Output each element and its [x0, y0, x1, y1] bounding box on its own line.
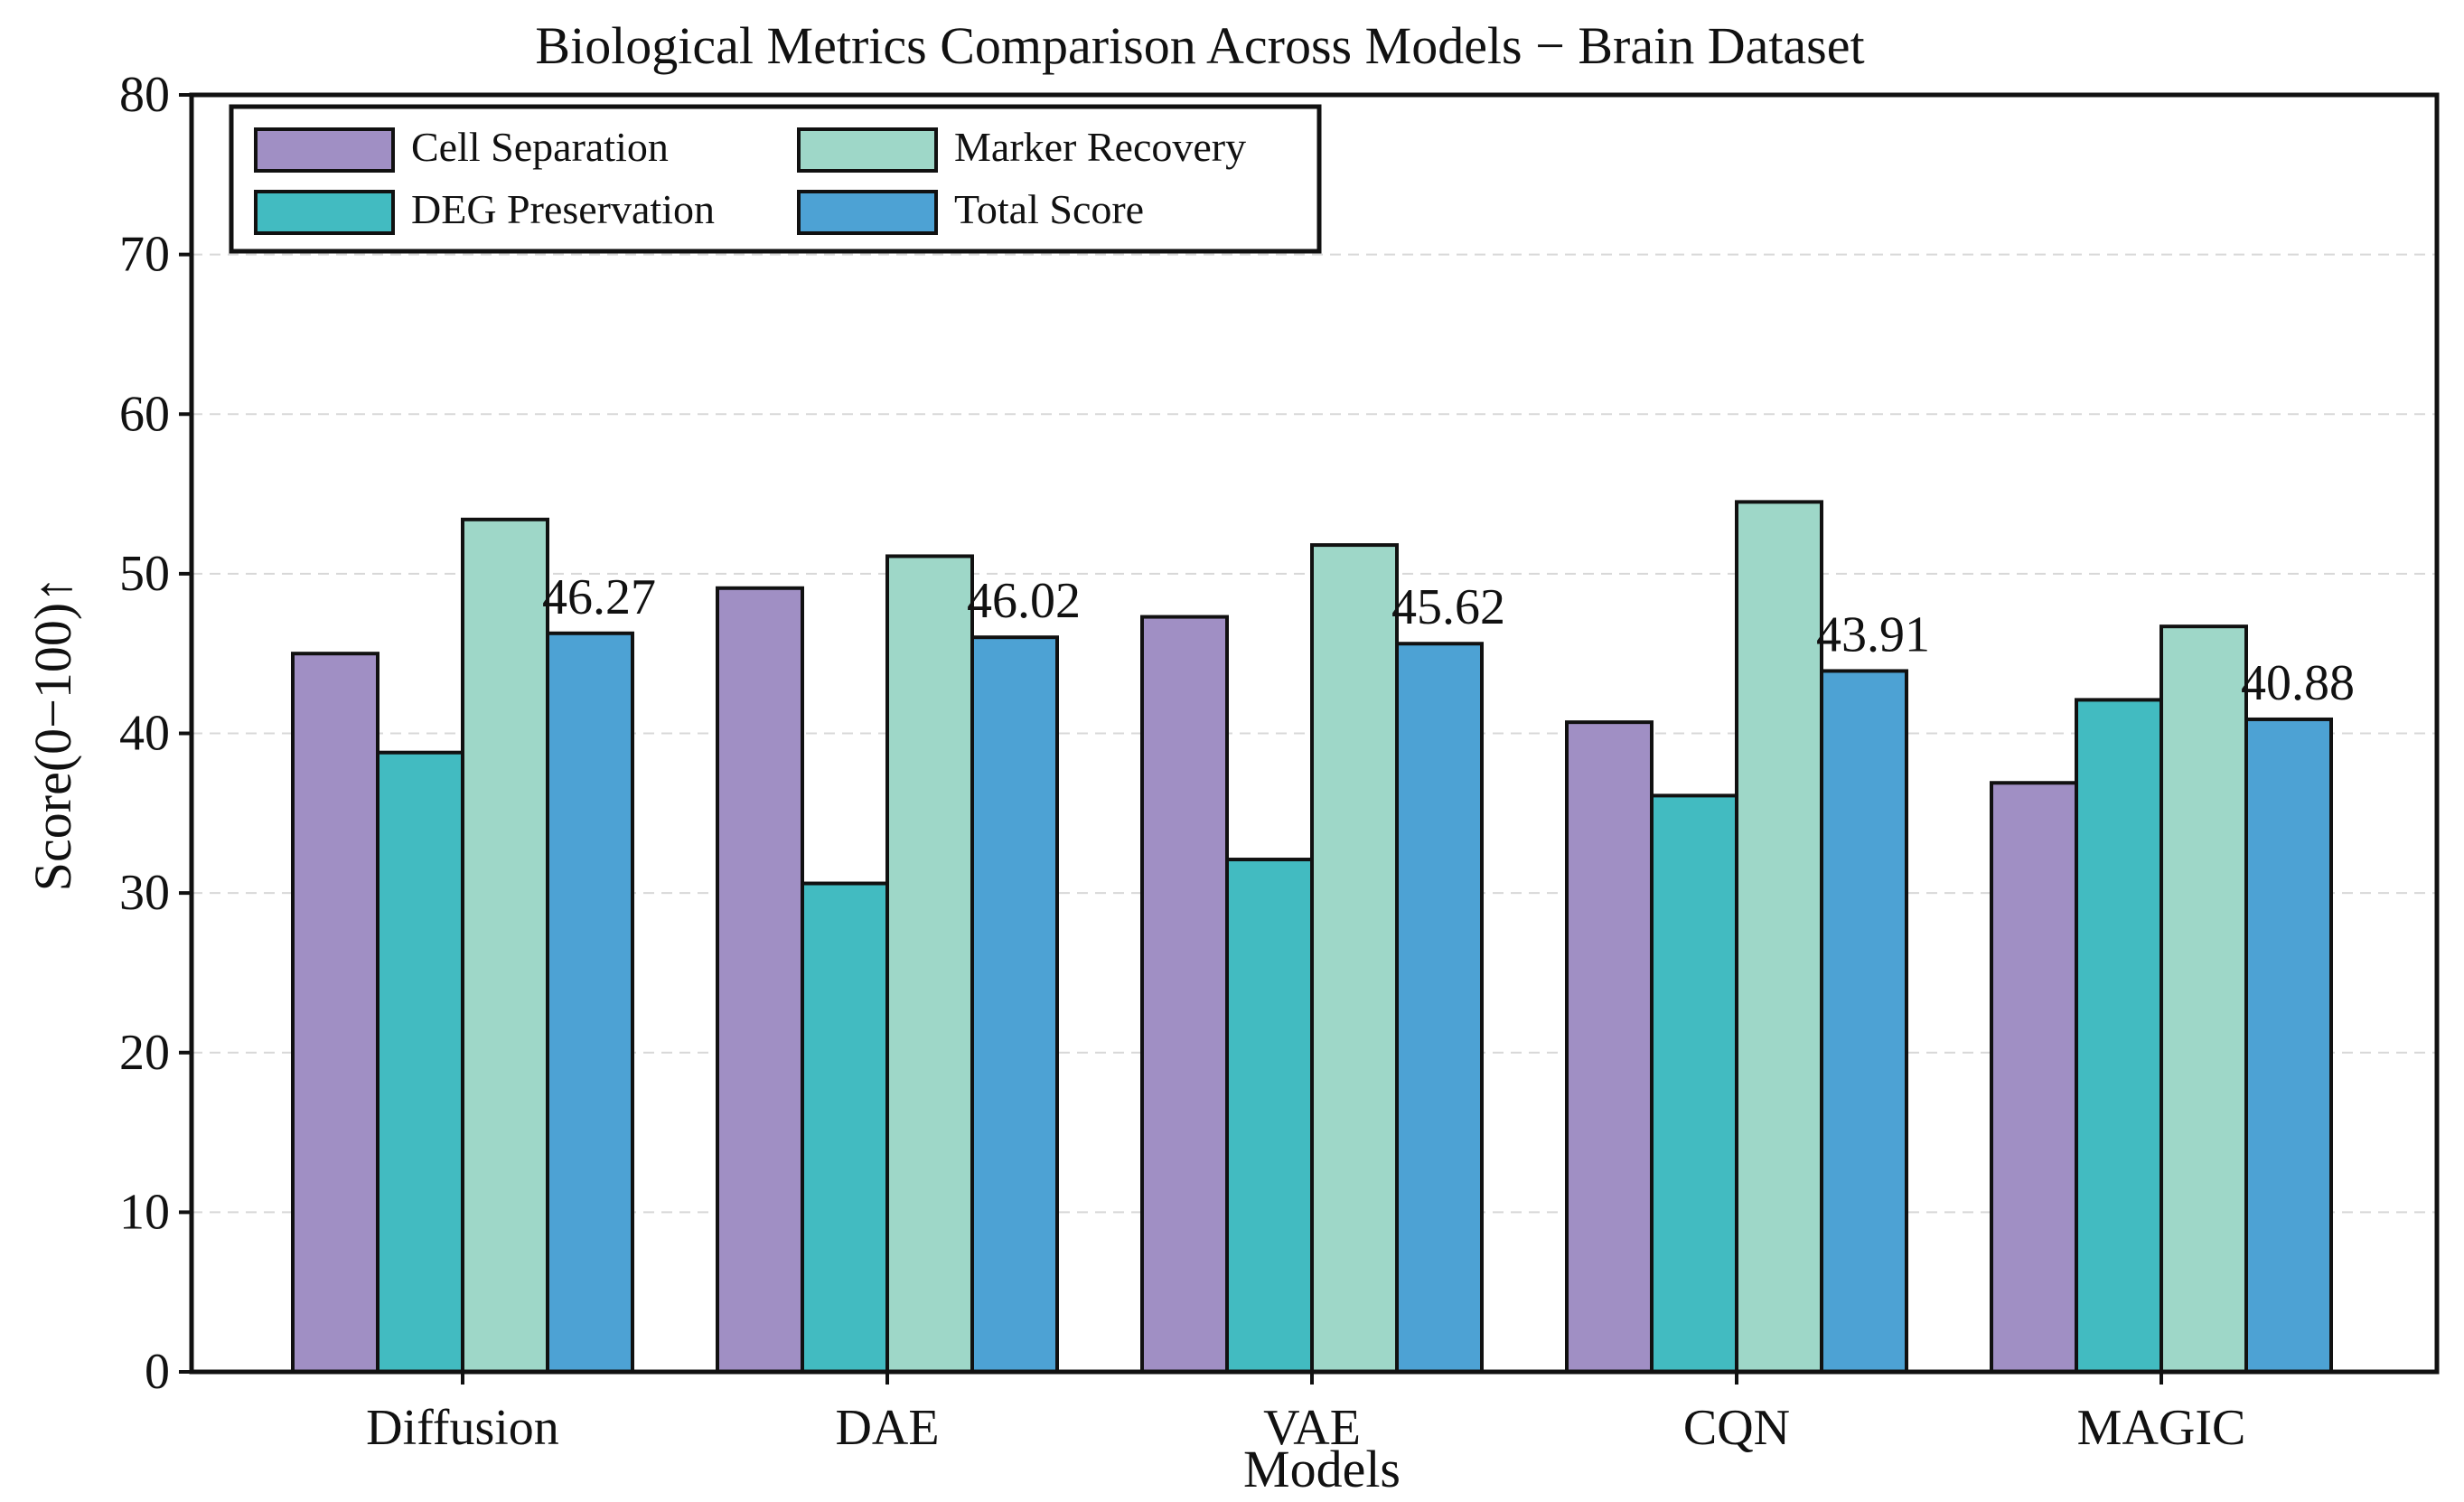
y-tick-label: 80: [119, 67, 170, 123]
bar-marker-recovery: [885, 554, 974, 1374]
bar-total-score: [970, 635, 1059, 1374]
y-tick-label: 20: [119, 1025, 170, 1081]
x-tick-label: Diffusion: [366, 1400, 559, 1456]
bar-total-score: [2244, 717, 2333, 1374]
legend-frame: [229, 104, 1322, 254]
y-tick-label: 70: [119, 227, 170, 283]
legend-label: DEG Preservation: [411, 186, 715, 232]
value-label: 43.91: [1816, 606, 1930, 662]
y-tick-label: 50: [119, 546, 170, 602]
bar-deg-preservation: [801, 881, 889, 1374]
bar-total-score: [546, 631, 634, 1374]
x-tick-label: VAE: [1263, 1400, 1361, 1456]
x-tick-label: MAGIC: [2077, 1400, 2246, 1456]
bar-deg-preservation: [1650, 793, 1738, 1374]
legend-swatch: [254, 127, 395, 173]
legend-swatch: [797, 127, 938, 173]
bar-cell-separation: [291, 652, 379, 1374]
value-label: 46.02: [967, 573, 1081, 629]
bars: [291, 500, 2333, 1374]
legend-label: Marker Recovery: [954, 124, 1246, 170]
bar-marker-recovery: [2160, 624, 2248, 1374]
value-label: 46.27: [542, 569, 656, 625]
axis-ticks: 0 10 20 30 40 50 60 70 80 Diffusion DAE VAE CQN MAGIC: [119, 67, 2245, 1456]
y-tick-label: 30: [119, 865, 170, 921]
bar-cell-separation: [1565, 720, 1654, 1374]
bar-marker-recovery: [1310, 543, 1399, 1374]
x-tick-label: CQN: [1683, 1400, 1790, 1456]
bar-marker-recovery: [1735, 500, 1823, 1374]
legend: Cell Separation DEG Preservation Marker Re…: [229, 104, 1322, 254]
bar-deg-preservation: [376, 750, 464, 1374]
x-axis-label: Models: [1243, 1440, 1401, 1498]
bar-total-score: [1820, 669, 1908, 1374]
y-tick-label: 60: [119, 386, 170, 442]
bar-marker-recovery: [461, 517, 549, 1374]
bar-cell-separation: [1140, 615, 1229, 1374]
legend-swatch: [797, 190, 938, 235]
chart-title: Biological Metrics Comparison Across Mod…: [535, 16, 1864, 75]
y-tick-label: 40: [119, 706, 170, 762]
bar-deg-preservation: [2075, 698, 2163, 1374]
bar-cell-separation: [1990, 781, 2078, 1374]
y-axis-label: Score(0−100)↑: [23, 577, 82, 891]
y-tick-label: 10: [119, 1184, 170, 1240]
legend-swatch: [254, 190, 395, 235]
bar-total-score: [1395, 642, 1484, 1374]
value-labels: 46.27 46.02 45.62 43.91 40.88: [542, 569, 2355, 711]
legend-label: Total Score: [954, 186, 1144, 232]
value-label: 40.88: [2241, 655, 2355, 711]
bar-deg-preservation: [1225, 858, 1314, 1374]
x-tick-label: DAE: [835, 1400, 939, 1456]
y-tick-label: 0: [145, 1344, 170, 1400]
bar-cell-separation: [716, 586, 804, 1374]
legend-label: Cell Separation: [411, 124, 669, 170]
value-label: 45.62: [1391, 579, 1505, 635]
